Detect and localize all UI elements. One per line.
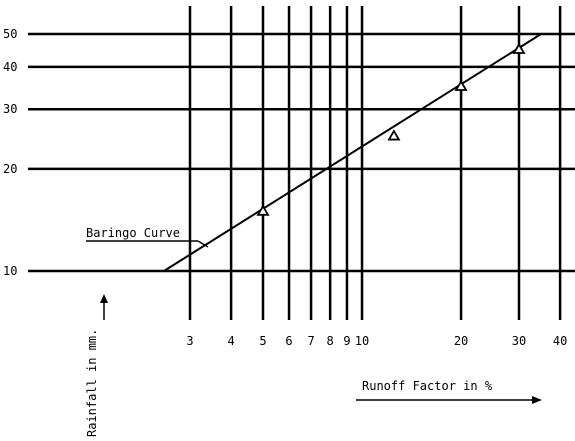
y-axis-arrowhead — [100, 294, 108, 303]
x-tick-label: 40 — [553, 334, 567, 348]
y-axis-label: Rainfall in mm. — [85, 329, 99, 437]
baringo-curve-line — [163, 33, 542, 272]
baringo-curve-annotation: Baringo Curve — [86, 226, 180, 240]
x-tick-label: 8 — [327, 334, 334, 348]
annotation-leader-line — [197, 240, 209, 248]
data-point-triangle — [387, 129, 401, 141]
x-tick-label: 7 — [307, 334, 314, 348]
grid-lines — [28, 6, 575, 320]
y-tick-label: 40 — [3, 60, 17, 74]
x-tick-label: 9 — [343, 334, 350, 348]
y-tick-labels: 10 20 30 40 50 — [3, 27, 17, 278]
x-tick-label: 4 — [227, 334, 234, 348]
data-point-triangle — [256, 204, 270, 216]
x-tick-label: 30 — [512, 334, 526, 348]
x-tick-labels: 3 4 5 6 7 8 9 10 20 30 40 — [186, 334, 567, 348]
x-tick-label: 6 — [285, 334, 292, 348]
y-tick-label: 20 — [3, 162, 17, 176]
y-tick-label: 50 — [3, 27, 17, 41]
x-tick-label: 20 — [454, 334, 468, 348]
y-tick-label: 30 — [3, 102, 17, 116]
x-tick-label: 5 — [259, 334, 266, 348]
x-tick-label: 10 — [355, 334, 369, 348]
data-series — [163, 33, 542, 272]
x-axis-arrowhead — [532, 396, 542, 404]
y-tick-label: 10 — [3, 264, 17, 278]
data-point-triangle — [512, 42, 526, 54]
x-tick-label: 3 — [186, 334, 193, 348]
x-axis-label: Runoff Factor in % — [362, 379, 493, 393]
data-point-triangle — [454, 79, 468, 91]
